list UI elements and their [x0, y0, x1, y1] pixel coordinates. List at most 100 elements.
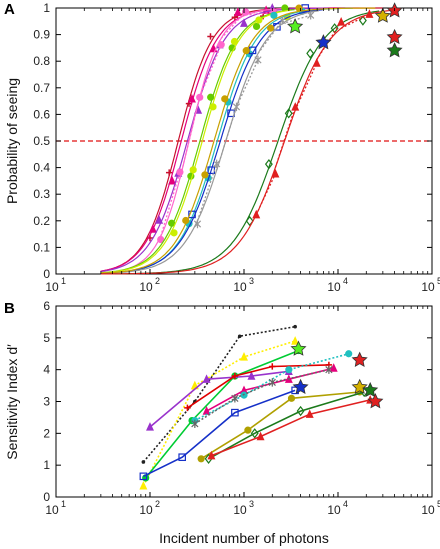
panel-b-data-marker: [296, 405, 305, 417]
panel-b-ytick-label: 0: [43, 490, 50, 504]
panel-b-endpoint-star: [351, 378, 368, 394]
panel-b-ylabel: Sensitivity Index d′: [4, 344, 20, 460]
panel-b-xtick-exponent: 2: [155, 499, 160, 509]
panel-a-dotted-segment: [160, 171, 181, 237]
panel-b-series-line: [211, 399, 371, 457]
panel-a-xtick-label: 10: [45, 280, 59, 294]
panel-b-data-marker: [146, 422, 154, 431]
panel-b-ytick-label: 6: [43, 299, 50, 313]
panel-b-ytick-label: 2: [43, 426, 50, 440]
panel-b-data-marker: [141, 460, 146, 464]
panel-a-dotted-segment: [294, 62, 318, 111]
panel-a-data-marker: [267, 24, 275, 32]
panel-a-xtick-exponent: 1: [61, 276, 66, 286]
panel-b-data-marker: [178, 453, 186, 462]
panel-b-data-marker: [269, 363, 276, 370]
panel-b-data-marker: [329, 363, 338, 372]
panel-a-ytick-label: 0.6: [33, 107, 50, 121]
panel-a-data-marker: [217, 41, 225, 49]
panel-a-data-marker: [221, 95, 229, 103]
panel-b-endpoint-star: [367, 393, 384, 409]
panel-a-curve: [100, 7, 383, 272]
panel-b-data-marker: [202, 374, 211, 383]
panel-b-series-line: [186, 364, 329, 409]
panel-b-data-marker: [285, 366, 293, 374]
panel-a-ytick-label: 0.9: [33, 28, 50, 42]
panel-a-data-marker: [182, 216, 190, 225]
panel-b-plot: [139, 324, 384, 490]
panel-a-data-marker: [307, 11, 315, 20]
panel-b-endpoint-star: [351, 351, 368, 367]
panel-a-data-marker: [255, 16, 263, 24]
panel-a-data-marker: [365, 9, 374, 18]
panel-b-data-marker: [287, 394, 296, 402]
panel-b-data-marker: [231, 408, 239, 417]
panel-b-xlabel: Incident number of photons: [159, 530, 329, 546]
panel-a-data-marker: [207, 93, 215, 101]
panel-b-data-marker: [256, 431, 265, 441]
panel-b-data-marker: [231, 372, 239, 380]
panel-a-data-marker: [233, 7, 242, 16]
panel-a-curve: [100, 7, 376, 274]
panel-a-ytick-label: 0.5: [33, 134, 50, 148]
panel-a-dotted-segment: [340, 13, 370, 29]
panel-b-data-marker: [244, 426, 252, 434]
panel-a-dotted-segment: [316, 21, 342, 61]
panel-b-series-line: [200, 391, 360, 460]
panel-a-ticks: 10 1 10 2 10 3 10 4 10 500.10.20.30.40.50.60.70.8…: [33, 1, 440, 294]
panel-a-curve: [100, 10, 380, 275]
panel-a-xtick-exponent: 5: [437, 276, 440, 286]
panel-b-data-marker: [139, 480, 148, 490]
panel-b-data-marker: [325, 365, 333, 374]
panel-a-data-marker: [240, 18, 248, 27]
panel-a-dotted-segment: [257, 20, 283, 54]
panel-a-xtick-exponent: 4: [343, 276, 348, 286]
panel-a-data-marker: [242, 47, 250, 55]
panel-a-endpoint-star: [386, 42, 403, 58]
panel-a-dotted-segment: [199, 44, 222, 98]
panel-b-ytick-label: 3: [43, 395, 50, 409]
panel-b-data-marker: [184, 404, 191, 412]
panel-a-data-marker: [230, 37, 239, 46]
panel-b-xtick-label: 10: [421, 503, 435, 517]
panel-b-data-marker: [247, 371, 256, 380]
panel-a-data-marker: [148, 224, 157, 233]
panel-a-dotted-segment: [245, 11, 274, 16]
panel-b-xtick-label: 10: [45, 503, 59, 517]
panel-a-data-marker: [232, 102, 241, 112]
panel-a-data-marker: [264, 158, 273, 170]
panel-a-ytick-label: 1: [43, 1, 50, 15]
panel-b-series-line: [194, 368, 330, 425]
panel-a-xtick-exponent: 3: [249, 276, 254, 286]
panel-b-data-marker: [240, 352, 248, 361]
panel-a-ylabel: Probability of seeing: [4, 78, 20, 204]
panel-a-data-marker: [284, 108, 293, 119]
panel-a-dotted-segment: [282, 14, 311, 25]
panel-b-ytick-label: 1: [43, 458, 50, 472]
panel-b-endpoint-star: [362, 381, 379, 398]
panel-a-data-marker: [312, 58, 321, 67]
panel-b-data-marker: [207, 450, 216, 460]
panel-a-data-marker: [189, 166, 197, 174]
panel-a-ytick-label: 0.8: [33, 54, 50, 68]
panel-a: A Probability of seeing 10 1 10 2 10 3 10 4 10 50…: [4, 1, 440, 294]
panel-b-data-marker: [231, 394, 239, 403]
panel-a-ytick-label: 0.7: [33, 81, 50, 95]
panel-b-series-line: [143, 389, 296, 478]
panel-a-plot: [56, 2, 432, 275]
panel-a-data-marker: [207, 33, 214, 40]
panel-b-xtick-label: 10: [327, 503, 341, 517]
panel-b-series-line: [142, 340, 296, 487]
panel-b-ytick-label: 4: [43, 363, 50, 377]
panel-a-data-marker: [168, 175, 177, 185]
panel-a-curve: [100, 10, 319, 274]
panel-a-data-marker: [254, 55, 262, 65]
panel-a-curve: [100, 7, 329, 273]
panel-b-series-line: [194, 353, 349, 422]
panel-b-label: B: [4, 300, 15, 317]
panel-b-xtick-label: 10: [233, 503, 247, 517]
panel-a-curve: [100, 9, 295, 274]
panel-a-data-marker: [245, 215, 254, 227]
